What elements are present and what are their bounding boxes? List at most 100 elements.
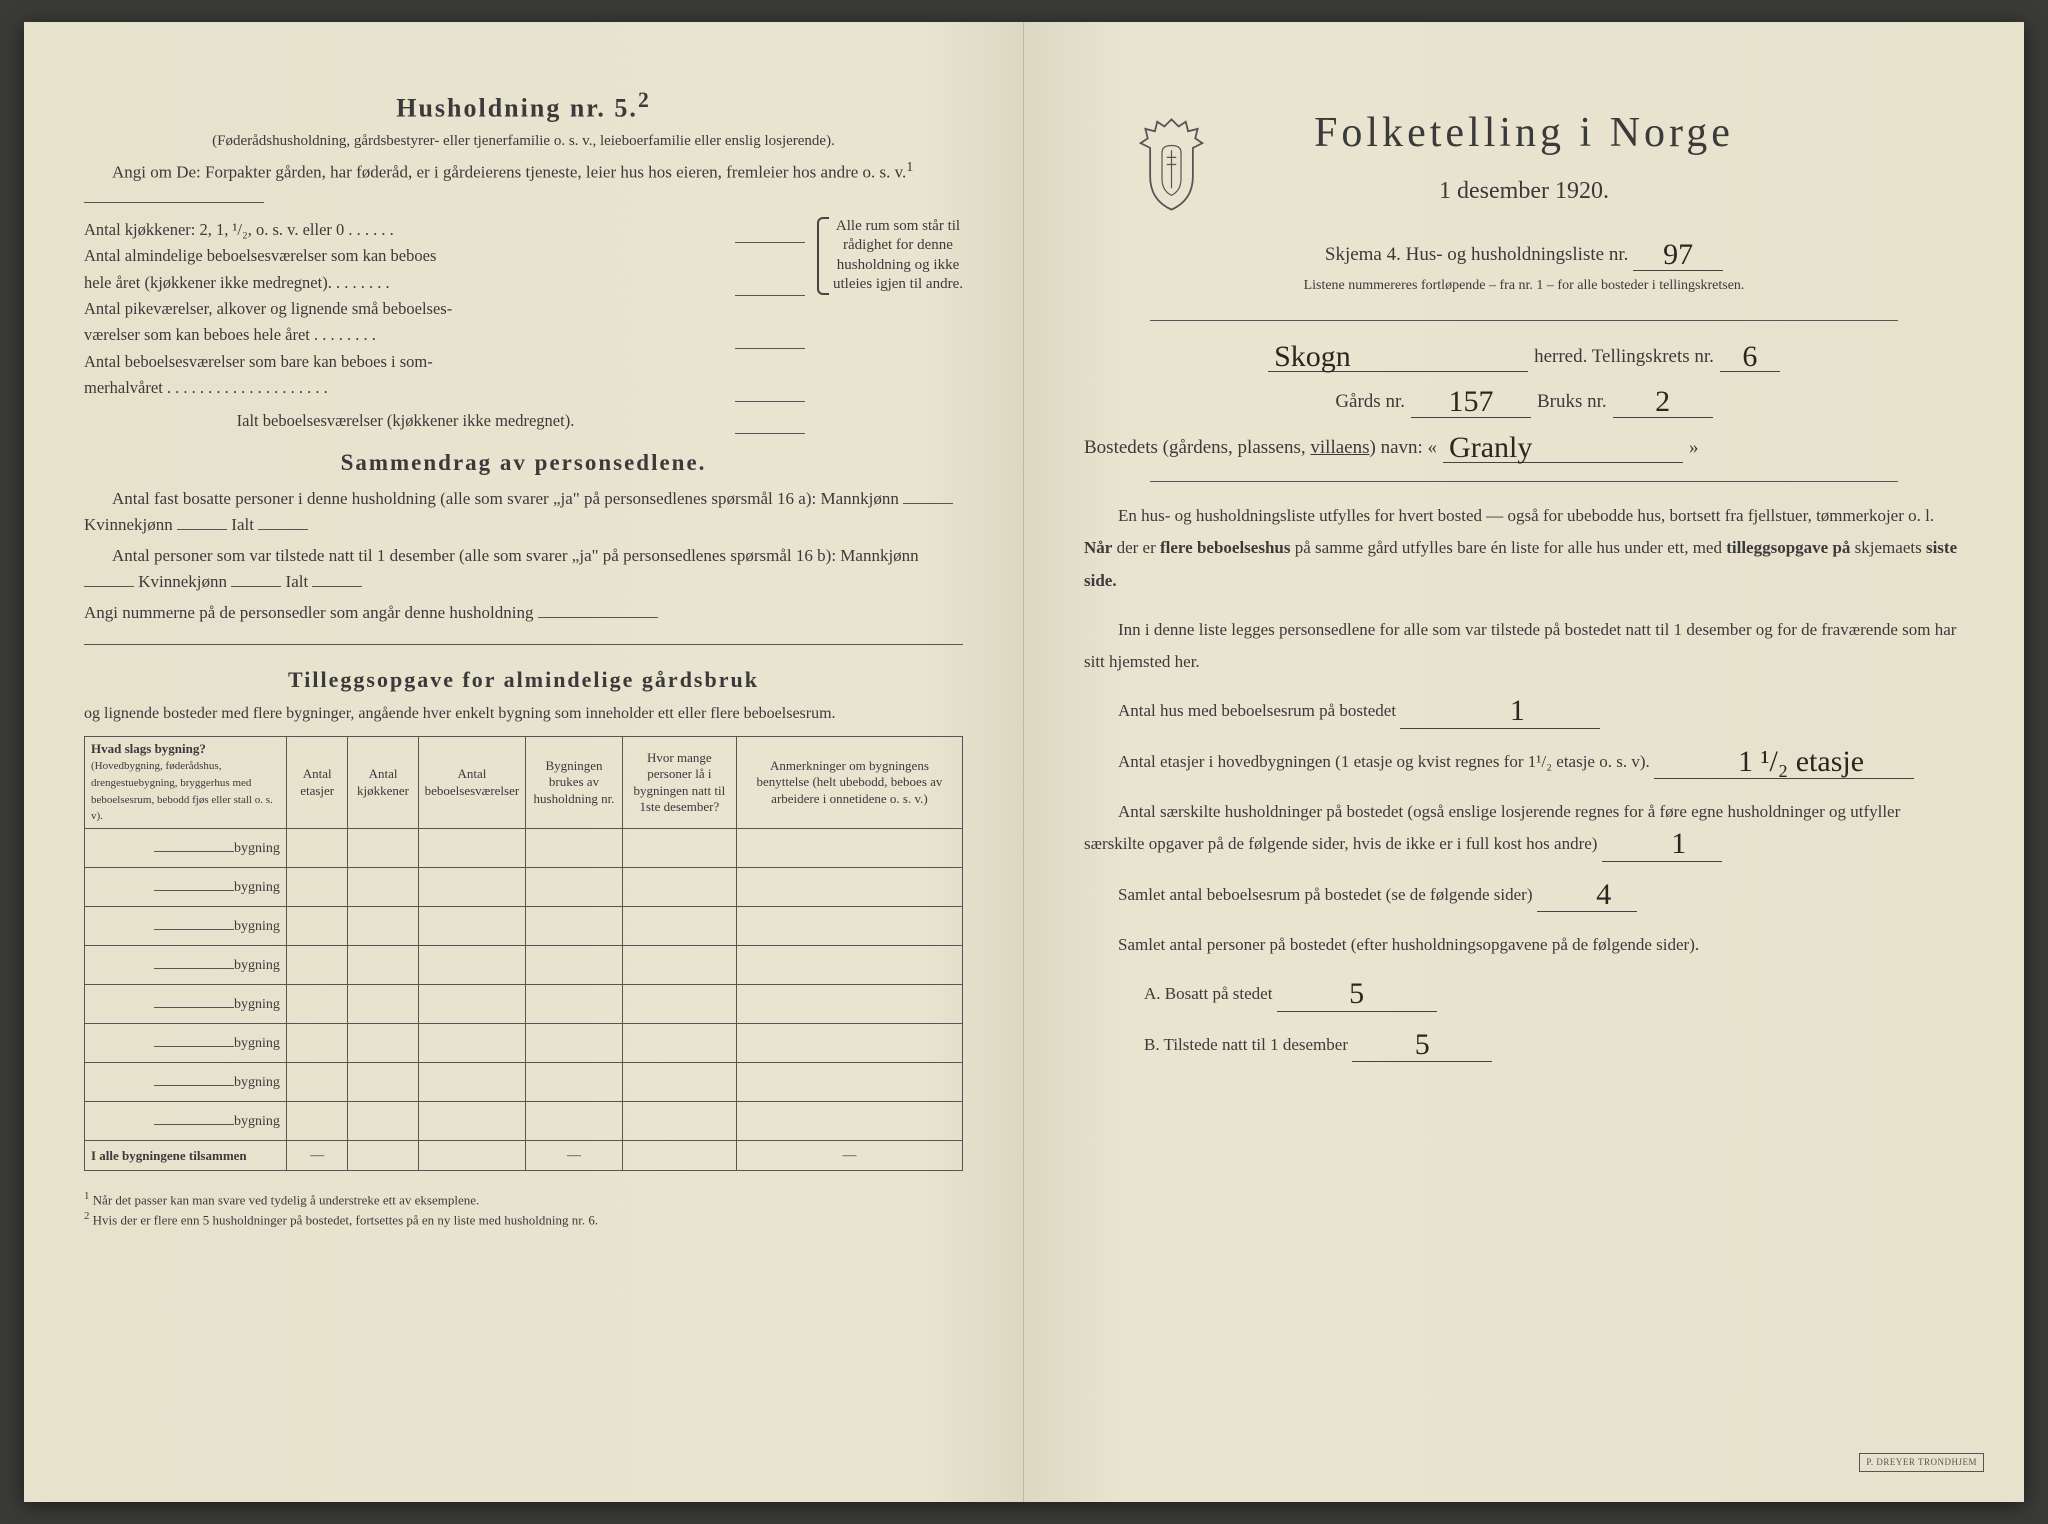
- household-title-text: Husholdning nr. 5.: [396, 94, 638, 123]
- divider: [1150, 320, 1898, 321]
- th1-title: Hvad slags bygning?: [91, 741, 206, 756]
- row-label: bygning: [234, 1075, 280, 1090]
- qA-label: A. Bosatt på stedet: [1144, 984, 1272, 1003]
- qA-line: A. Bosatt på stedet 5: [1144, 978, 1964, 1011]
- herred-label: herred. Tellingskrets nr.: [1534, 343, 1714, 372]
- blank: [154, 876, 234, 891]
- rooms-block: Antal kjøkkener: 2, 1, ¹/₂, o. s. v. ell…: [84, 217, 963, 434]
- table-row: bygning: [85, 829, 963, 868]
- household-heading: Husholdning nr. 5.2: [84, 84, 963, 128]
- row-label: bygning: [234, 997, 280, 1012]
- p2: Inn i denne liste legges personsedlene f…: [1084, 614, 1964, 679]
- qB-line: B. Tilstede natt til 1 desember 5: [1144, 1029, 1964, 1062]
- blank: [154, 837, 234, 852]
- room-total: Ialt beboelsesværelser (kjøkkener ikke m…: [84, 408, 727, 434]
- row-label: bygning: [234, 841, 280, 856]
- th4: Antal beboelsesværelser: [418, 736, 526, 828]
- q1-ans: 1: [1504, 694, 1531, 727]
- blank: [154, 954, 234, 969]
- blank: [735, 270, 805, 296]
- gards-line: Gårds nr. 157 Bruks nr. 2: [1084, 386, 1964, 418]
- s2i: Ialt: [286, 572, 309, 591]
- printer-stamp: P. DREYER TRONDHJEM: [1859, 1453, 1984, 1473]
- room-r4a: Antal beboelsesværelser som bare kan beb…: [84, 349, 805, 375]
- th6: Hvor mange personer lå i bygningen natt …: [622, 736, 736, 828]
- krets-nr: 6: [1736, 340, 1763, 373]
- room-list: Antal kjøkkener: 2, 1, ¹/₂, o. s. v. ell…: [84, 217, 805, 434]
- q4-label: Samlet antal beboelsesrum på bostedet (s…: [1118, 885, 1532, 904]
- s1-text: Antal fast bosatte personer i denne hush…: [112, 489, 899, 508]
- room-r3b: værelser som kan beboes hele året . . . …: [84, 322, 727, 348]
- intro-text: Angi om De: Forpakter gården, har føderå…: [112, 163, 906, 182]
- summary-p3: Angi nummerne på de personsedler som ang…: [84, 600, 963, 626]
- herred-fill: Skogn: [1268, 341, 1528, 373]
- q3-ans: 1: [1665, 827, 1692, 860]
- q5-line: Samlet antal personer på bostedet (efter…: [1084, 929, 1964, 961]
- building-table: Hvad slags bygning? (Hovedbygning, føder…: [84, 736, 963, 1171]
- blank: [84, 569, 134, 587]
- tillegg-sub: og lignende bosteder med flere bygninger…: [84, 702, 963, 726]
- room-r3a: Antal pikeværelser, alkover og lignende …: [84, 296, 805, 322]
- table-row: bygning: [85, 907, 963, 946]
- row-label: bygning: [234, 958, 280, 973]
- herred-line: Skogn herred. Tellingskrets nr. 6: [1084, 341, 1964, 373]
- bruks-nr: 2: [1649, 385, 1676, 418]
- left-page: Husholdning nr. 5.2 (Føderådshusholdning…: [24, 22, 1024, 1502]
- bosted-label: Bostedets (gårdens, plassens, villaens) …: [1084, 434, 1437, 463]
- blank: [903, 486, 953, 504]
- q4-fill: 4: [1537, 879, 1637, 912]
- intro-sup: 1: [906, 159, 913, 175]
- blank: [154, 1032, 234, 1047]
- bruks-label: Bruks nr.: [1537, 388, 1607, 417]
- table-row: bygning: [85, 868, 963, 907]
- skjema-nr: 97: [1657, 238, 1699, 271]
- q3-fill: 1: [1602, 828, 1722, 861]
- s1k: Kvinnekjønn: [84, 515, 173, 534]
- blank: [154, 993, 234, 1008]
- th1-sub: (Hovedbygning, føderådshus, drengestueby…: [91, 760, 273, 822]
- skjema-nr-fill: 97: [1633, 239, 1723, 271]
- th7: Anmerkninger om bygningens benyttelse (h…: [736, 736, 962, 828]
- q4-ans: 4: [1590, 878, 1617, 911]
- q2-label: Antal etasjer i hovedbygningen (1 etasje…: [1118, 752, 1650, 771]
- document-spread: Husholdning nr. 5.2 (Føderådshusholdning…: [24, 22, 2024, 1502]
- qB-label: B. Tilstede natt til 1 desember: [1144, 1035, 1348, 1054]
- fn2-text: Hvis der er flere enn 5 husholdninger på…: [93, 1213, 598, 1228]
- bosted-end: »: [1689, 434, 1699, 463]
- household-sup: 2: [638, 88, 651, 112]
- listene-note: Listene nummereres fortløpende – fra nr.…: [1084, 275, 1964, 296]
- q1-fill: 1: [1400, 695, 1600, 728]
- summary-heading: Sammendrag av personsedlene.: [84, 446, 963, 481]
- skjema-line: Skjema 4. Hus- og husholdningsliste nr. …: [1084, 239, 1964, 271]
- blank: [735, 375, 805, 401]
- q1-label: Antal hus med beboelsesrum på bostedet: [1118, 701, 1396, 720]
- blank: [735, 217, 805, 243]
- building-rows: bygning bygning bygning bygning bygning …: [85, 829, 963, 1171]
- bruks-fill: 2: [1613, 386, 1713, 418]
- blank: [154, 1071, 234, 1086]
- household-note: (Føderådshusholdning, gårdsbestyrer- ell…: [84, 132, 963, 152]
- total-label: I alle bygningene tilsammen: [85, 1141, 287, 1171]
- q3-line: Antal særskilte husholdninger på bostede…: [1084, 796, 1964, 862]
- s2-text: Antal personer som var tilstede natt til…: [112, 546, 919, 565]
- blank: [154, 915, 234, 930]
- q2-fill: 1 ¹/₂ etasje: [1654, 746, 1914, 779]
- bosted-fill: Granly: [1443, 432, 1683, 464]
- footnote-1: 1 Når det passer kan man svare ved tydel…: [84, 1189, 963, 1209]
- s3-text: Angi nummerne på de personsedler som ang…: [84, 603, 533, 622]
- skjema-label: Skjema 4. Hus- og husholdningsliste nr.: [1325, 244, 1628, 265]
- coat-of-arms-icon: [1134, 117, 1209, 212]
- subtitle: 1 desember 1920.: [1084, 173, 1964, 209]
- divider: [1150, 481, 1898, 482]
- blank: [735, 408, 805, 434]
- fn1-text: Når det passer kan man svare ved tydelig…: [93, 1193, 480, 1208]
- qB-fill: 5: [1352, 1029, 1492, 1062]
- q3-label: Antal særskilte husholdninger på bostede…: [1084, 802, 1900, 853]
- row-label: bygning: [234, 1036, 280, 1051]
- table-row: bygning: [85, 1063, 963, 1102]
- intro-para: Angi om De: Forpakter gården, har føderå…: [84, 157, 963, 211]
- qB-ans: 5: [1409, 1028, 1436, 1061]
- right-page: Folketelling i Norge 1 desember 1920. Sk…: [1024, 22, 2024, 1502]
- s1i: Ialt: [231, 515, 254, 534]
- row-label: bygning: [234, 1114, 280, 1129]
